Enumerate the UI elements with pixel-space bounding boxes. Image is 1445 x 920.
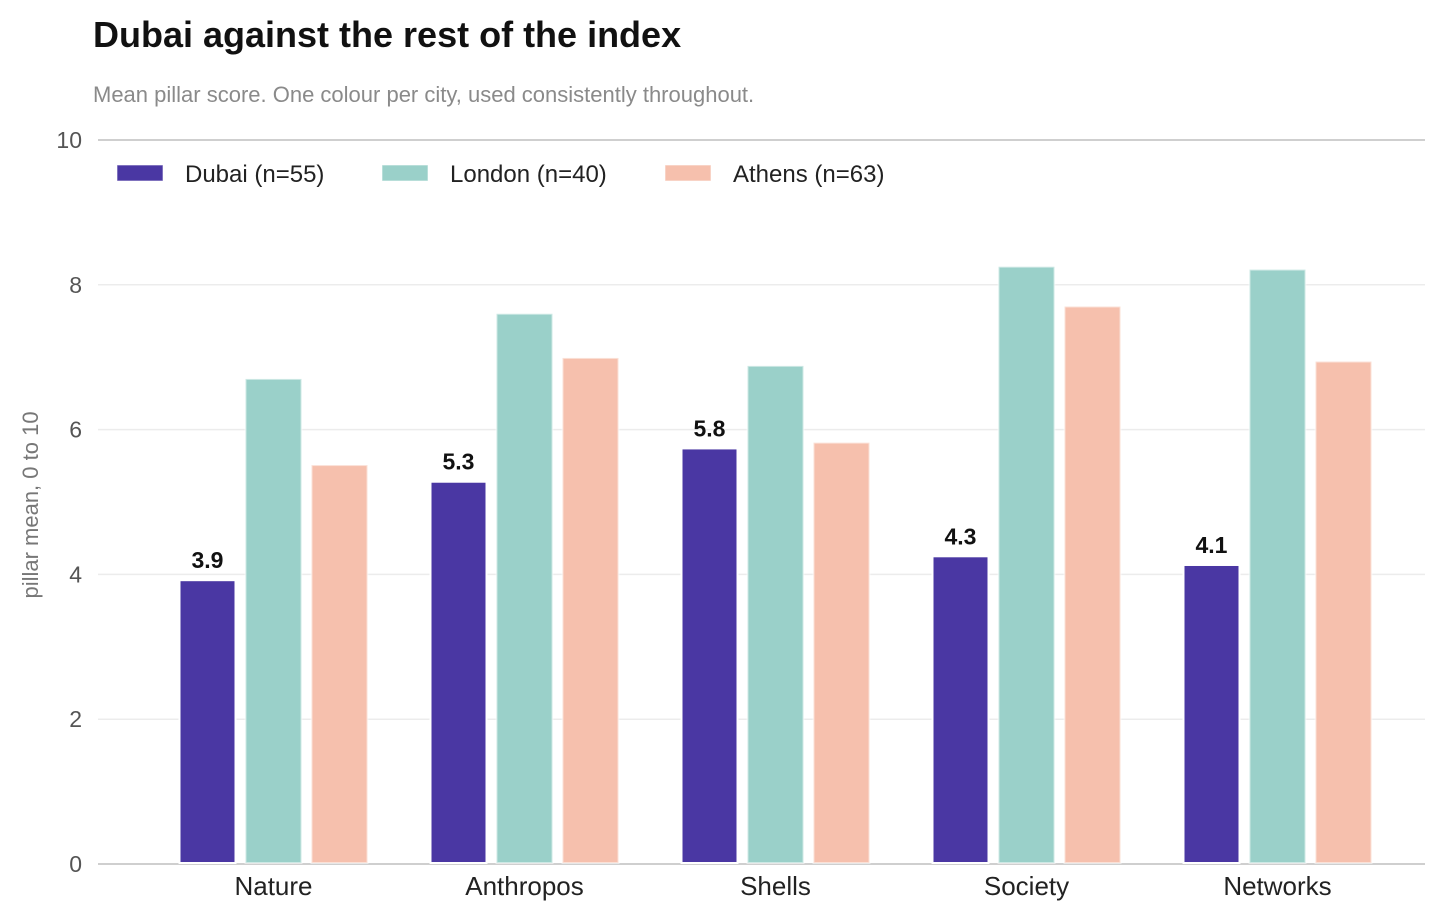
y-tick-label: 0 — [69, 851, 82, 877]
data-label: 5.3 — [443, 449, 475, 475]
legend-swatch — [381, 164, 429, 182]
chart-title: Dubai against the rest of the index — [93, 14, 682, 55]
y-tick-label: 4 — [69, 561, 82, 587]
legend: Dubai (n=55) London (n=40) Athens (n=63) — [116, 161, 884, 188]
bar-anthropos-3 — [561, 356, 620, 864]
legend-label: Dubai (n=55) — [185, 161, 324, 188]
bar-nature-3 — [310, 464, 369, 864]
bar-society-2 — [997, 265, 1056, 864]
legend-swatch — [664, 164, 712, 182]
bars: 3.9 5.3 5.8 4.3 4.1 — [178, 265, 1373, 865]
axes: 0 2 4 6 8 10 Nature Anthropos Shells Society Netwo… — [56, 127, 1331, 901]
bar-networks-3 — [1314, 360, 1373, 864]
bar-shells-2 — [746, 364, 805, 864]
y-tick-label: 6 — [69, 417, 82, 443]
bar-shells-1 — [680, 447, 739, 864]
bar-anthropos-2 — [495, 312, 554, 864]
y-tick-label: 10 — [56, 127, 82, 153]
bar-networks-2 — [1248, 268, 1307, 864]
bar-society-3 — [1063, 305, 1122, 864]
bar-networks-1 — [1182, 563, 1241, 864]
legend-label: London (n=40) — [450, 161, 607, 188]
legend-label: Athens (n=63) — [733, 161, 884, 188]
bar-shells-3 — [812, 441, 871, 864]
legend-swatch — [116, 164, 164, 182]
y-tick-label: 2 — [69, 706, 82, 732]
data-label: 4.3 — [945, 523, 977, 549]
x-tick-label: Nature — [234, 871, 312, 901]
data-label: 5.8 — [694, 415, 726, 441]
y-axis-label: pillar mean, 0 to 10 — [18, 411, 43, 598]
bar-nature-1 — [178, 579, 237, 865]
x-tick-label: Anthropos — [465, 871, 584, 901]
x-tick-label: Society — [984, 871, 1069, 901]
data-label: 3.9 — [192, 547, 224, 573]
y-tick-label: 8 — [69, 272, 82, 298]
bar-society-1 — [931, 555, 990, 864]
chart-subtitle: Mean pillar score. One colour per city, … — [93, 82, 755, 107]
bar-anthropos-1 — [429, 480, 488, 864]
bar-nature-2 — [244, 377, 303, 864]
x-tick-label: Networks — [1223, 871, 1331, 901]
x-tick-label: Shells — [740, 871, 811, 901]
data-label: 4.1 — [1196, 532, 1228, 558]
